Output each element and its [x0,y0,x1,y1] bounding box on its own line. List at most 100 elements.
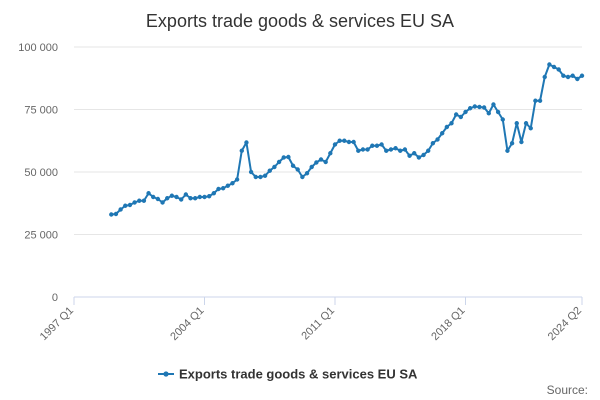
data-point[interactable] [300,174,305,180]
data-point[interactable] [505,148,510,153]
data-point[interactable] [351,139,356,145]
data-point[interactable] [458,114,464,120]
data-point[interactable] [500,117,505,122]
data-point[interactable] [384,148,389,153]
data-point[interactable] [477,104,482,110]
data-point[interactable] [314,160,319,165]
data-point[interactable] [272,164,277,170]
legend[interactable]: Exports trade goods & services EU SA [158,367,418,382]
data-point[interactable] [169,193,175,198]
data-point[interactable] [449,121,454,126]
data-point[interactable] [188,196,193,201]
data-point[interactable] [509,141,515,146]
data-point[interactable] [160,200,165,205]
data-point[interactable] [374,143,380,148]
data-point[interactable] [356,148,361,153]
data-point[interactable] [402,147,408,152]
data-point[interactable] [202,194,207,200]
data-point[interactable] [463,109,468,115]
data-point[interactable] [481,105,487,110]
data-point[interactable] [495,109,501,115]
data-point[interactable] [183,192,189,197]
data-point[interactable] [365,147,370,152]
data-point[interactable] [123,203,128,208]
data-point[interactable] [323,159,328,165]
data-point[interactable] [197,194,203,200]
data-point[interactable] [407,153,412,158]
data-point[interactable] [295,167,300,172]
data-point[interactable] [467,106,473,111]
data-point[interactable] [444,124,450,130]
data-point[interactable] [146,191,151,196]
data-point[interactable] [174,194,179,200]
data-point[interactable] [486,111,491,116]
data-point[interactable] [151,194,156,200]
data-point[interactable] [439,131,445,136]
data-point[interactable] [118,207,123,212]
data-point[interactable] [318,157,324,162]
data-point[interactable] [416,155,422,160]
data-point[interactable] [551,64,557,70]
data-point[interactable] [332,142,338,147]
data-point[interactable] [109,212,114,217]
data-point[interactable] [230,181,235,186]
data-point[interactable] [304,171,310,176]
data-point[interactable] [472,104,478,109]
data-point[interactable] [565,74,571,80]
data-point[interactable] [379,142,384,147]
data-point[interactable] [393,146,398,151]
data-point[interactable] [206,194,212,199]
data-point[interactable] [523,121,529,126]
data-point[interactable] [537,98,543,103]
data-point[interactable] [267,168,272,173]
data-point[interactable] [388,147,394,152]
data-point[interactable] [514,121,519,126]
data-point[interactable] [113,211,119,217]
data-point[interactable] [258,174,263,180]
data-point[interactable] [575,76,580,82]
data-point[interactable] [132,200,137,205]
data-point[interactable] [547,62,552,67]
data-point[interactable] [360,147,366,152]
data-point[interactable] [286,154,291,160]
data-point[interactable] [216,186,221,192]
data-point[interactable] [281,155,286,160]
data-point[interactable] [579,73,585,78]
data-point[interactable] [570,73,575,78]
data-point[interactable] [244,140,249,145]
data-point[interactable] [346,139,352,145]
data-point[interactable] [370,143,375,148]
data-point[interactable] [426,148,431,153]
data-point[interactable] [337,138,342,143]
data-point[interactable] [239,148,244,153]
data-point[interactable] [127,202,133,208]
data-point[interactable] [430,141,436,146]
data-point[interactable] [398,148,403,153]
data-point[interactable] [211,191,217,196]
data-point[interactable] [137,198,142,203]
data-point[interactable] [192,196,198,201]
data-point[interactable] [561,73,566,78]
data-point[interactable] [262,173,268,178]
data-point[interactable] [435,137,440,142]
data-point[interactable] [491,102,496,107]
data-point[interactable] [542,74,547,80]
data-point[interactable] [309,164,314,170]
data-point[interactable] [220,186,226,191]
data-point[interactable] [141,198,147,203]
data-point[interactable] [178,197,184,202]
data-point[interactable] [412,151,417,156]
data-point[interactable] [155,196,161,202]
data-point[interactable] [253,174,258,180]
data-point[interactable] [165,196,170,201]
data-point[interactable] [248,169,254,175]
data-point[interactable] [528,126,533,131]
data-point[interactable] [519,139,524,145]
data-point[interactable] [328,151,333,156]
data-point[interactable] [453,112,459,117]
data-point[interactable] [533,98,538,103]
data-point[interactable] [276,159,282,165]
data-point[interactable] [234,177,240,182]
data-point[interactable] [225,183,230,188]
data-point[interactable] [290,163,296,168]
